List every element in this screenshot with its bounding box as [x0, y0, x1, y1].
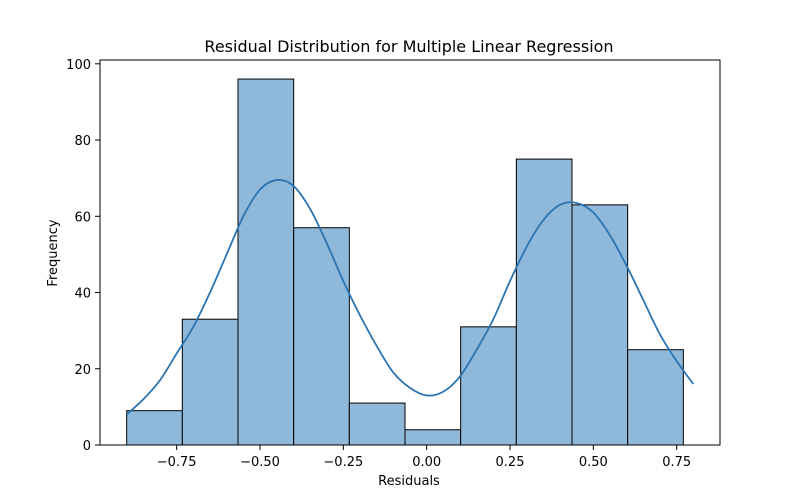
- y-axis-ticks: 0 20 40 60 80 100: [66, 58, 100, 454]
- y-tick-label-4: 80: [74, 134, 91, 149]
- histogram-bar-7: [515, 158, 573, 446]
- y-tick-label-5: 100: [66, 58, 91, 73]
- x-tick-label-3: 0.00: [412, 455, 441, 470]
- y-tick-label-3: 60: [74, 210, 91, 225]
- x-axis-label: Residuals: [378, 474, 440, 489]
- histogram-bar-2: [237, 78, 295, 446]
- histogram-bar-6: [460, 326, 517, 446]
- histogram-bar-8: [571, 204, 629, 446]
- chart-title: Residual Distribution for Multiple Linea…: [204, 37, 613, 56]
- histogram-bar-5: [404, 429, 462, 446]
- histogram-bar-9: [627, 349, 684, 446]
- x-tick-label-2: −0.25: [323, 455, 363, 470]
- x-tick-label-5: 0.50: [579, 455, 608, 470]
- histogram-bar-1: [181, 318, 239, 446]
- y-axis-label: Frequency: [46, 219, 61, 286]
- y-tick-label-2: 40: [74, 287, 91, 302]
- histogram-bar-3: [293, 227, 350, 446]
- x-tick-label-4: 0.25: [496, 455, 525, 470]
- x-tick-label-1: −0.50: [240, 455, 280, 470]
- x-tick-label-0: −0.75: [157, 455, 197, 470]
- histogram-bar-4: [348, 402, 406, 446]
- y-tick-label-0: 0: [83, 439, 91, 454]
- x-tick-label-6: 0.75: [662, 455, 691, 470]
- histogram-bars: [126, 78, 684, 446]
- histogram-bar-0: [126, 410, 183, 446]
- x-axis-ticks: −0.75 −0.50 −0.25 0.00 0.25 0.50 0.75: [157, 445, 691, 470]
- kde-curve: [126, 179, 695, 416]
- plot-area-frame: [99, 59, 721, 446]
- y-tick-label-1: 20: [74, 363, 91, 378]
